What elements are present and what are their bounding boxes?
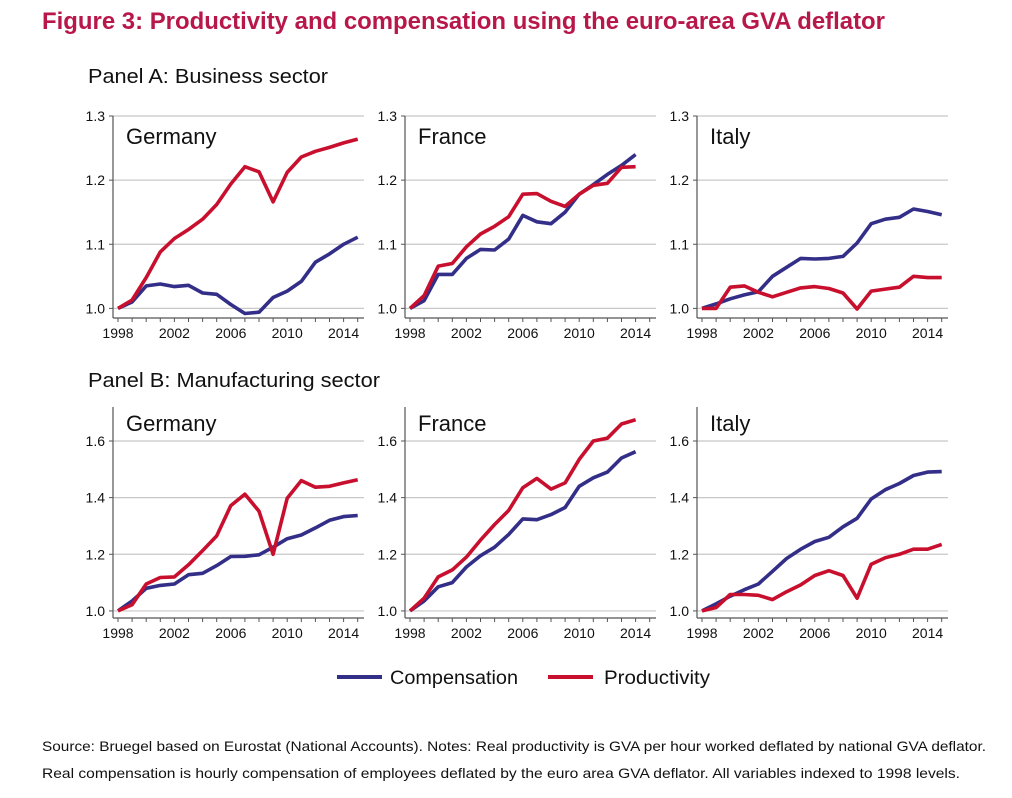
x-tick-label: 2010 — [272, 625, 303, 641]
legend-label-compensation: Compensation — [390, 668, 518, 689]
x-tick-label: 2014 — [620, 325, 651, 341]
x-tick-label: 2010 — [856, 625, 887, 641]
series-line-productivity — [702, 274, 942, 311]
x-tick-label: 1998 — [686, 325, 717, 341]
y-tick-label: 1.0 — [670, 603, 690, 619]
y-tick-label: 1.0 — [86, 603, 106, 619]
panel-germany-a: 1.0 1.1 1.2 1.3 1998 2002 2006 2010 2014 Germany — [86, 108, 364, 341]
panel-germany-b: 1.0 1.2 1.4 1.6 1998 2002 2006 2010 2014 Germany — [86, 407, 364, 641]
y-tick-label: 1.6 — [378, 433, 398, 449]
y-tick-label: 1.1 — [86, 236, 106, 252]
panel-country-label: France — [418, 411, 486, 436]
series-line-productivity — [408, 417, 637, 613]
y-tick-label: 1.0 — [86, 300, 106, 316]
y-tick-label: 1.6 — [670, 433, 690, 449]
y-tick-label: 1.3 — [86, 108, 106, 124]
x-tick-label: 2002 — [743, 325, 774, 341]
x-tick-label: 2006 — [507, 325, 538, 341]
source-note-line-2: Real compensation is hourly compensation… — [42, 765, 960, 781]
y-tick-label: 1.3 — [670, 108, 690, 124]
x-tick-label: 2006 — [799, 625, 830, 641]
y-tick-label: 1.1 — [670, 236, 690, 252]
y-tick-label: 1.4 — [86, 490, 106, 506]
y-tick-label: 1.0 — [378, 603, 398, 619]
y-tick-label: 1.3 — [378, 108, 398, 124]
x-tick-label: 2002 — [159, 625, 190, 641]
x-tick-label: 2006 — [799, 325, 830, 341]
panel-italy-a: 1.0 1.1 1.2 1.3 1998 2002 2006 2010 2014 Italy — [670, 108, 948, 341]
x-tick-label: 2002 — [159, 325, 190, 341]
panel-country-label: Italy — [710, 411, 750, 436]
x-tick-label: 2006 — [507, 625, 538, 641]
x-tick-label: 2006 — [215, 325, 246, 341]
panel-country-label: Italy — [710, 124, 750, 149]
x-tick-label: 2014 — [912, 625, 943, 641]
panel-country-label: Germany — [126, 411, 216, 436]
panel-b-title: Panel B: Manufacturing sector — [88, 370, 380, 392]
panel-country-label: Germany — [126, 124, 216, 149]
x-tick-label: 1998 — [394, 325, 425, 341]
x-tick-label: 2014 — [328, 625, 359, 641]
x-tick-label: 2010 — [272, 325, 303, 341]
series-line-compensation — [701, 207, 943, 311]
panel-france-b: 1.0 1.2 1.4 1.6 1998 2002 2006 2010 2014 France — [378, 407, 656, 641]
y-tick-label: 1.2 — [670, 546, 690, 562]
x-tick-label: 2014 — [328, 325, 359, 341]
panel-france-a: 1.0 1.1 1.2 1.3 1998 2002 2006 2010 2014 France — [378, 108, 656, 341]
legend: Compensation Productivity — [337, 668, 711, 689]
figure-title: Figure 3: Productivity and compensation … — [42, 8, 885, 35]
y-tick-label: 1.2 — [378, 172, 398, 188]
legend-label-productivity: Productivity — [604, 668, 711, 689]
x-tick-label: 2010 — [564, 625, 595, 641]
y-tick-label: 1.0 — [378, 300, 398, 316]
series-line-productivity — [408, 164, 636, 310]
y-tick-label: 1.1 — [378, 236, 398, 252]
x-tick-label: 2006 — [215, 625, 246, 641]
panel-a-title: Panel A: Business sector — [88, 66, 328, 88]
x-tick-label: 2014 — [620, 625, 651, 641]
x-tick-label: 2002 — [743, 625, 774, 641]
x-tick-label: 2010 — [564, 325, 595, 341]
panel-country-label: France — [418, 124, 486, 149]
series-line-compensation — [117, 235, 359, 316]
y-tick-label: 1.2 — [670, 172, 690, 188]
series-line-productivity — [117, 137, 359, 310]
y-tick-label: 1.4 — [378, 490, 398, 506]
y-tick-label: 1.4 — [670, 490, 690, 506]
x-tick-label: 2002 — [451, 625, 482, 641]
x-tick-label: 2010 — [856, 325, 887, 341]
panel-italy-b: 1.0 1.2 1.4 1.6 1998 2002 2006 2010 2014 Italy — [670, 407, 948, 641]
x-tick-label: 1998 — [394, 625, 425, 641]
x-tick-label: 1998 — [686, 625, 717, 641]
series-line-productivity — [117, 478, 359, 613]
series-line-compensation — [701, 469, 942, 613]
y-tick-label: 1.2 — [86, 172, 106, 188]
y-tick-label: 1.0 — [670, 300, 690, 316]
source-note-line-1: Source: Bruegel based on Eurostat (Natio… — [42, 738, 986, 754]
y-tick-label: 1.6 — [86, 433, 106, 449]
series-line-productivity — [701, 542, 943, 613]
x-tick-label: 2014 — [912, 325, 943, 341]
series-line-compensation — [116, 513, 358, 613]
series-line-compensation — [408, 450, 637, 613]
y-tick-label: 1.2 — [86, 546, 106, 562]
y-tick-label: 1.2 — [378, 546, 398, 562]
series-line-compensation — [409, 153, 637, 310]
x-tick-label: 2002 — [451, 325, 482, 341]
x-tick-label: 1998 — [102, 625, 133, 641]
x-tick-label: 1998 — [102, 325, 133, 341]
